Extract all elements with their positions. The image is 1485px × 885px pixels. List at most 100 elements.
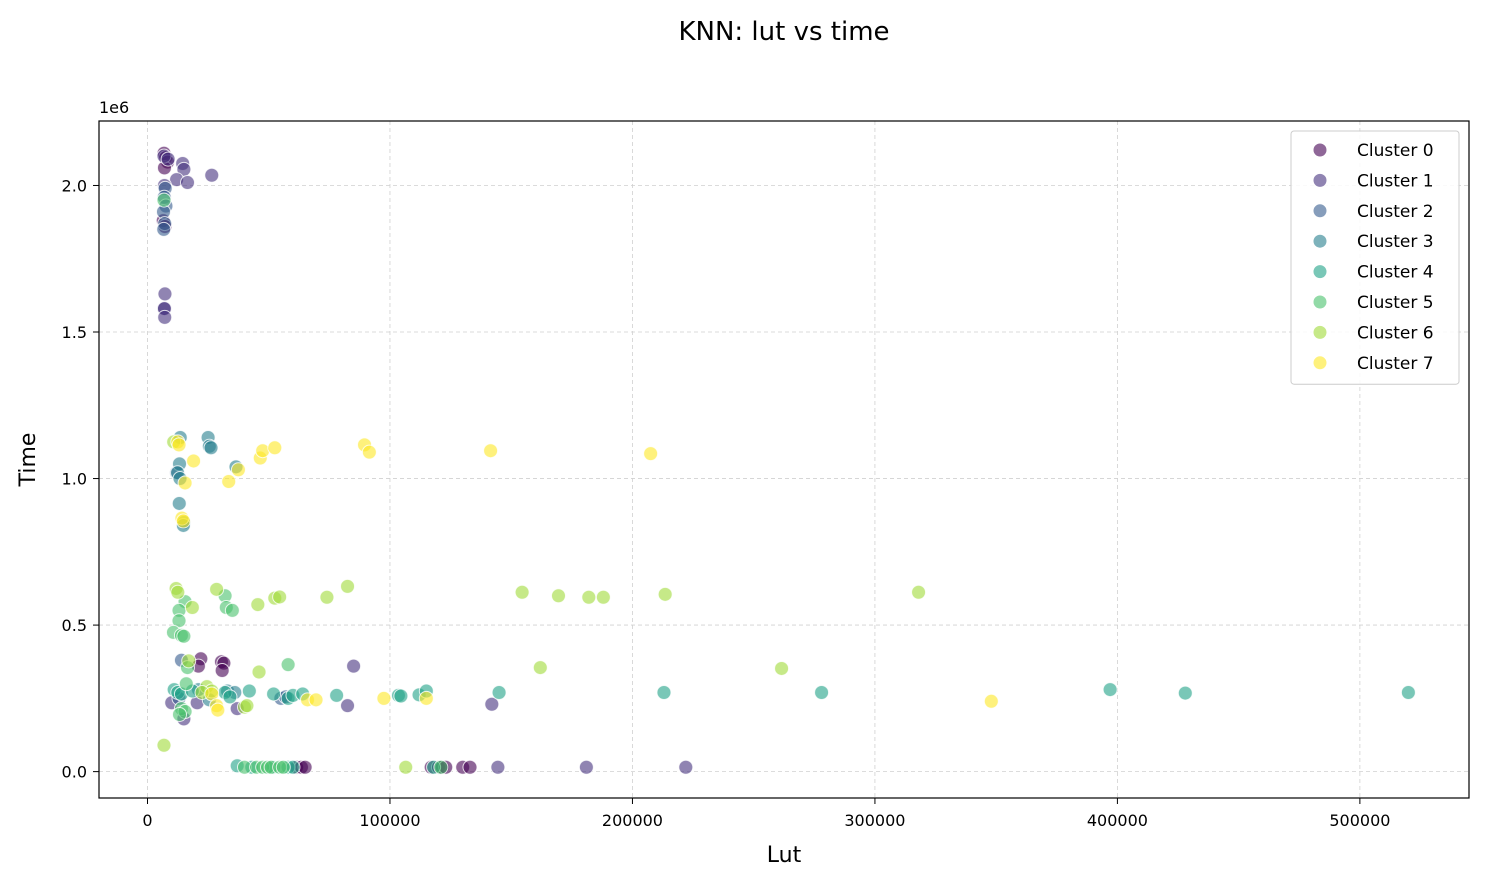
data-point [483, 443, 499, 459]
data-point [266, 686, 282, 702]
legend: Cluster 0 Cluster 1 Cluster 2 Cluster 3 Clus… [1290, 130, 1460, 385]
data-point [462, 759, 478, 775]
data-point [1102, 682, 1118, 698]
y-tick-label: 1.0 [62, 470, 87, 489]
y-axis-label: Time [16, 433, 41, 488]
x-tick-label: 0 [142, 811, 152, 830]
x-axis-label: Lut [767, 843, 802, 868]
data-point [175, 513, 191, 529]
y-axis-exponent: 1e6 [99, 98, 129, 117]
data-point [983, 693, 999, 709]
x-tick-label: 500000 [1329, 811, 1390, 830]
x-tick-label: 200000 [602, 811, 663, 830]
legend-marker [1312, 233, 1328, 249]
data-point [581, 589, 597, 605]
data-point [595, 589, 611, 605]
data-point [157, 309, 173, 325]
data-point [177, 475, 193, 491]
data-point [275, 759, 291, 775]
legend-entry-label: Cluster 4 [1357, 263, 1434, 283]
data-point [514, 584, 530, 600]
data-point [204, 167, 220, 183]
legend-entry-label: Cluster 6 [1357, 323, 1434, 343]
series-cluster-5 [156, 192, 449, 775]
data-point [209, 581, 225, 597]
legend-marker [1312, 294, 1328, 310]
data-point [222, 689, 238, 705]
plot-frame [98, 120, 1470, 799]
x-tick-label: 100000 [359, 811, 420, 830]
data-point [490, 759, 506, 775]
data-point [361, 444, 377, 460]
data-point [774, 660, 790, 676]
data-point [170, 584, 186, 600]
grid [99, 121, 1469, 798]
series-cluster-6 [156, 434, 927, 775]
data-point [172, 706, 188, 722]
series-cluster-4 [166, 682, 1416, 775]
legend-entry-label: Cluster 0 [1357, 141, 1434, 161]
data-point [550, 588, 566, 604]
series-cluster-7 [170, 434, 999, 718]
data-point [239, 698, 255, 714]
legend-entry-label: Cluster 7 [1357, 354, 1434, 374]
data-point [171, 437, 187, 453]
data-point [250, 597, 266, 613]
data-point [1177, 685, 1193, 701]
legend-marker [1312, 355, 1328, 371]
data-point [156, 221, 172, 237]
data-point [319, 589, 335, 605]
data-point [814, 684, 830, 700]
data-points [155, 145, 1416, 775]
data-point [184, 600, 200, 616]
data-point [657, 586, 673, 602]
data-point [157, 286, 173, 302]
data-point [532, 660, 548, 676]
data-point [156, 737, 172, 753]
data-point [329, 687, 345, 703]
y-tick-label: 0.5 [62, 616, 87, 635]
data-point [433, 759, 449, 775]
data-point [376, 690, 392, 706]
legend-entry-label: Cluster 3 [1357, 232, 1434, 252]
y-tick-label: 0.0 [62, 763, 87, 782]
y-tick-label: 1.5 [62, 323, 87, 342]
data-point [203, 440, 219, 456]
legend-entry-label: Cluster 5 [1357, 293, 1434, 313]
legend-marker [1312, 142, 1328, 158]
data-point [678, 759, 694, 775]
x-tick-label: 400000 [1087, 811, 1148, 830]
data-point [340, 698, 356, 714]
data-point [181, 653, 197, 669]
legend-marker [1312, 324, 1328, 340]
axis-ticks: 0 100000 200000 300000 400000 500000 0.0 0.5 1.0… [62, 176, 1391, 830]
data-point [178, 676, 194, 692]
data-point [1400, 684, 1416, 700]
data-point [398, 759, 414, 775]
data-point [346, 658, 362, 674]
data-point [484, 696, 500, 712]
data-point [230, 462, 246, 478]
data-point [418, 690, 434, 706]
legend-entry-label: Cluster 1 [1357, 171, 1434, 191]
data-point [224, 602, 240, 618]
data-point [251, 664, 267, 680]
data-point [911, 584, 927, 600]
data-point [186, 453, 202, 469]
data-point [578, 759, 594, 775]
legend-marker [1312, 264, 1328, 280]
data-point [156, 192, 172, 208]
x-tick-label: 300000 [844, 811, 905, 830]
data-point [171, 495, 187, 511]
data-point [160, 151, 176, 167]
data-point [340, 578, 356, 594]
data-point [272, 589, 288, 605]
data-point [214, 663, 230, 679]
data-point [180, 175, 196, 191]
data-point [241, 683, 257, 699]
data-point [267, 440, 283, 456]
chart-title: KNN: lut vs time [678, 17, 889, 47]
data-point [210, 702, 226, 718]
data-point [656, 684, 672, 700]
